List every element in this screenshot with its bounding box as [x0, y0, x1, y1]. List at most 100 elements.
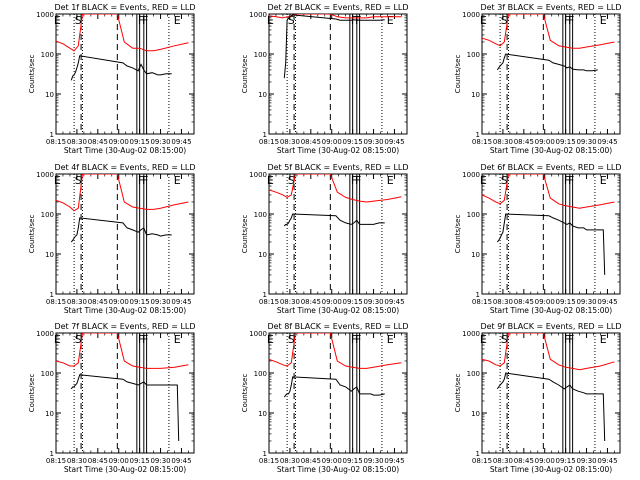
x-axis-label: Start Time (30-Aug-02 08:15:00)	[64, 306, 186, 315]
y-tick-label: 10	[258, 410, 267, 418]
chart-title: Det 7f BLACK = Events, RED = LLD	[54, 322, 195, 331]
x-axis-label: Start Time (30-Aug-02 08:15:00)	[490, 465, 612, 474]
x-tick-label: 09:45	[384, 138, 404, 146]
marker-label: E	[174, 333, 181, 346]
y-axis-label: Counts/sec	[454, 55, 462, 94]
x-tick-label: 09:00	[322, 457, 342, 465]
x-tick-label: 09:30	[150, 298, 170, 306]
marker-label: S	[501, 14, 508, 27]
chart-panel-2: Det 2f BLACK = Events, RED = LLD 1 10 100 10…	[241, 3, 409, 155]
plot-frame	[481, 173, 621, 295]
x-tick-label: 09:45	[384, 298, 404, 306]
y-axis-label: Counts/sec	[241, 374, 249, 413]
marker-label: S	[288, 14, 295, 27]
x-tick-label: 09:30	[576, 298, 596, 306]
marker-label: F	[142, 333, 148, 346]
y-tick-label: 1	[263, 131, 267, 139]
y-tick-label: 10	[258, 251, 267, 259]
series-line-lld	[56, 14, 189, 52]
x-axis-label: Start Time (30-Aug-02 08:15:00)	[490, 146, 612, 155]
x-tick-label: 09:15	[556, 457, 576, 465]
plot-frame	[481, 332, 621, 454]
x-tick-label: 09:30	[576, 138, 596, 146]
marker-label: F	[351, 174, 357, 187]
x-tick-label: 08:30	[280, 298, 300, 306]
x-tick-label: 09:00	[109, 457, 129, 465]
x-tick-label: 09:00	[322, 298, 342, 306]
y-tick-label: 1	[50, 450, 54, 458]
marker-label: F	[568, 333, 574, 346]
x-tick-label: 09:15	[343, 298, 363, 306]
marker-label: E	[387, 333, 394, 346]
marker-label: F	[564, 174, 570, 187]
y-tick-label: 100	[467, 211, 480, 219]
marker-label: E	[267, 333, 274, 346]
x-axis-label: Start Time (30-Aug-02 08:15:00)	[490, 306, 612, 315]
chart-panel-4: Det 4f BLACK = Events, RED = LLD 1 10 100 10…	[28, 163, 196, 315]
x-tick-label: 08:15	[259, 298, 279, 306]
y-tick-label: 100	[467, 370, 480, 378]
x-tick-label: 09:00	[535, 298, 555, 306]
y-tick-label: 1	[50, 131, 54, 139]
chart-title: Det 2f BLACK = Events, RED = LLD	[267, 3, 408, 12]
y-tick-label: 1	[263, 450, 267, 458]
marker-label: E	[387, 174, 394, 187]
x-tick-label: 09:00	[109, 138, 129, 146]
marker-label: E	[480, 174, 487, 187]
marker-label: F	[355, 174, 361, 187]
x-tick-label: 09:45	[597, 457, 617, 465]
x-tick-label: 09:00	[109, 298, 129, 306]
plot-frame	[268, 332, 408, 454]
y-tick-label: 1000	[249, 330, 267, 338]
y-tick-label: 10	[45, 410, 54, 418]
series-line-events	[283, 14, 385, 79]
series-line-lld	[269, 14, 402, 19]
x-tick-label: 08:30	[67, 457, 87, 465]
marker-label: F	[568, 14, 574, 27]
x-axis-label: Start Time (30-Aug-02 08:15:00)	[277, 306, 399, 315]
x-tick-label: 08:30	[280, 138, 300, 146]
y-tick-label: 100	[467, 51, 480, 59]
series-line-events	[283, 213, 385, 227]
y-tick-label: 1000	[249, 11, 267, 19]
marker-label: E	[54, 333, 61, 346]
marker-label: E	[174, 174, 181, 187]
y-axis-label: Counts/sec	[454, 374, 462, 413]
chart-panel-3: Det 3f BLACK = Events, RED = LLD 1 10 100 10…	[454, 3, 622, 155]
x-tick-label: 09:45	[597, 138, 617, 146]
y-tick-label: 1	[476, 291, 480, 299]
x-axis-label: Start Time (30-Aug-02 08:15:00)	[277, 146, 399, 155]
x-tick-label: 09:15	[343, 138, 363, 146]
chart-title: Det 1f BLACK = Events, RED = LLD	[54, 3, 195, 12]
series-line-events	[70, 217, 172, 243]
chart-title: Det 5f BLACK = Events, RED = LLD	[267, 163, 408, 172]
x-tick-label: 09:30	[150, 457, 170, 465]
x-tick-label: 08:15	[46, 138, 66, 146]
x-tick-label: 08:45	[301, 298, 321, 306]
x-tick-label: 08:30	[67, 138, 87, 146]
x-tick-label: 09:15	[130, 138, 150, 146]
series-line-events	[283, 376, 385, 398]
marker-label: E	[54, 174, 61, 187]
marker-label: E	[600, 333, 607, 346]
x-tick-label: 09:30	[363, 138, 383, 146]
x-tick-label: 08:45	[88, 138, 108, 146]
marker-label: S	[75, 333, 82, 346]
y-tick-label: 1000	[249, 171, 267, 179]
marker-label: F	[138, 333, 144, 346]
x-tick-label: 08:30	[67, 298, 87, 306]
y-tick-label: 1000	[36, 11, 54, 19]
series-line-lld	[482, 174, 615, 209]
marker-label: F	[351, 14, 357, 27]
x-tick-label: 08:30	[493, 298, 513, 306]
x-tick-label: 09:15	[343, 457, 363, 465]
series-line-lld	[482, 14, 615, 49]
y-tick-label: 100	[41, 370, 54, 378]
y-tick-label: 1	[476, 131, 480, 139]
x-tick-label: 08:45	[514, 138, 534, 146]
y-tick-label: 1000	[36, 330, 54, 338]
y-tick-label: 1000	[462, 171, 480, 179]
marker-label: S	[288, 333, 295, 346]
plot-frame	[481, 13, 621, 135]
marker-label: F	[142, 14, 148, 27]
